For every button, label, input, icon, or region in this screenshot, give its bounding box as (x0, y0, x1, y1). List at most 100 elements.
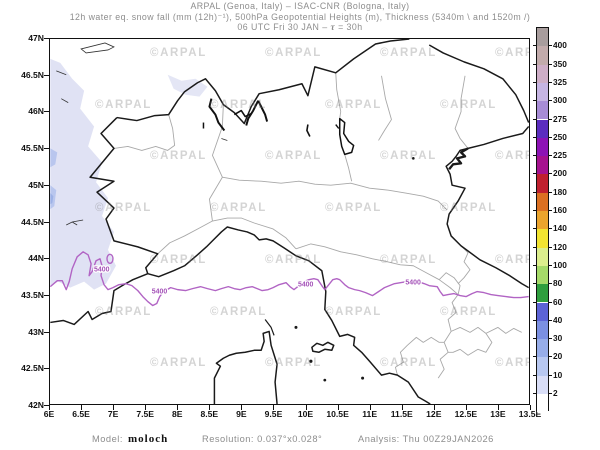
colorbar-tick-left (533, 100, 537, 102)
colorbar-segment (537, 192, 548, 211)
border-france-italy (89, 117, 159, 274)
colorbar-segment (537, 247, 548, 266)
lat-tick-label: 45.5N (21, 143, 44, 154)
forecast-step-text: = 30h (335, 22, 363, 33)
lon-tick-label: 6.5E (72, 409, 90, 419)
colorbar-tick-right (548, 63, 552, 65)
arpal-watermark: ©ARPAL (495, 47, 529, 59)
colorbar-tick-label: 400 (553, 40, 567, 51)
colorbar-tick-right (548, 356, 552, 358)
colorbar-tick-label: 40 (553, 314, 563, 325)
colorbar-tick-label: 2 (553, 388, 558, 398)
colorbar-tick-right (548, 319, 552, 321)
tau-symbol: τ (330, 23, 336, 34)
colorbar-tick-left (533, 210, 537, 211)
lake-lugano (233, 109, 252, 118)
lon-tick-label: 11E (362, 409, 378, 419)
lat-tick-label: 42N (28, 400, 44, 410)
colorbar-tick-label: 30 (553, 333, 563, 344)
colorbar-segment (537, 339, 548, 358)
colorbar-segment (537, 284, 548, 303)
lat-tick-mark (44, 38, 49, 39)
lon-tick-mark (465, 405, 467, 410)
colorbar-tick-label: 350 (553, 58, 567, 69)
arpal-watermark: ©ARPAL (210, 305, 267, 318)
arpal-watermark: ©ARPAL (150, 357, 207, 370)
lon-tick-mark (273, 405, 275, 410)
snowfall-patch-west-alps (50, 58, 116, 290)
colorbar-tick-label: 140 (553, 223, 567, 234)
lon-tick-label: 9.5E (264, 409, 283, 419)
lat-tick-mark (44, 111, 49, 113)
colorbar-tick-label: 160 (553, 205, 567, 215)
snowfall-patch-north (167, 74, 208, 97)
lat-tick-label: 43.5N (21, 289, 44, 300)
lon-tick-mark (530, 405, 531, 410)
map-svg: 5400 5400 5400 5400 (50, 39, 529, 404)
lon-tick-label: 13.5E (518, 409, 542, 419)
colorbar-tick-right (548, 246, 552, 248)
colorbar-tick-label: 225 (553, 150, 567, 161)
title-line2: 12h water eq. snow fall (mm (12h)⁻¹), 50… (69, 11, 531, 22)
colorbar-tick-left (533, 81, 537, 83)
title-block: ARPAL (Genoa, Italy) – ISAC-CNR (Bologna… (0, 1, 600, 34)
lat-tick-label: 45N (28, 179, 44, 190)
lon-tick-label: 10.5E (326, 409, 349, 419)
arpal-watermark: ©ARPAL (380, 357, 437, 370)
arpal-watermark: ©ARPAL (325, 98, 382, 111)
colorbar-segment (537, 265, 548, 285)
lon-tick-mark (401, 405, 403, 410)
colorbar-tick-label: 60 (553, 296, 563, 307)
colorbar-tick-right (548, 45, 552, 47)
arpal-watermark: ©ARPAL (150, 253, 207, 266)
colorbar-segment (537, 394, 548, 413)
colorbar-tick-right (548, 191, 552, 193)
colorbar-tick-left (533, 356, 537, 358)
arpal-watermark: ©ARPAL (265, 357, 322, 370)
contour-label-1: 5400 (94, 267, 110, 274)
lon-tick-mark (145, 405, 147, 410)
border-switzerland-austria (116, 39, 410, 125)
colorbar-tick-left (533, 45, 537, 47)
colorbar-segment (537, 174, 548, 193)
colorbar-tick-left (533, 319, 537, 321)
lat-tick-mark (44, 294, 49, 296)
colorbar-tick-label: 300 (553, 95, 567, 106)
colorbar-segment (537, 156, 548, 175)
lon-tick-label: 6E (43, 409, 55, 419)
lon-tick-mark (337, 405, 339, 410)
colorbar-tick-right (548, 210, 552, 211)
colorbar-tick-left (533, 191, 537, 193)
arpal-watermark: ©ARPAL (440, 98, 497, 111)
colorbar-tick-left (533, 374, 537, 376)
colorbar-tick-left (533, 136, 537, 138)
lat-tick-label: 47N (28, 33, 44, 43)
colorbar-segment (537, 119, 548, 138)
lon-tick-label: 12E (426, 409, 442, 419)
map-frame: 5400 5400 5400 5400 ©ARPAL ©ARPAL ©ARPAL ©A… (49, 38, 530, 405)
lon-tick-label: 11.5E (390, 409, 413, 419)
colorbar-tick-label: 120 (553, 241, 567, 252)
title-line3: 06 UTC Fri 30 JAN – τ = 30h (0, 22, 600, 34)
colorbar-tick-right (548, 283, 552, 285)
lake-iseo (306, 124, 311, 137)
colorbar-tick-label: 20 (553, 351, 563, 362)
colorbar-tick-label: 275 (553, 113, 567, 124)
colorbar-tick-label: 325 (553, 76, 567, 87)
colorbar-tick-left (533, 264, 537, 266)
colorbar-tick-right (548, 393, 552, 394)
colorbar-segment (537, 320, 548, 340)
contour-label-3: 5400 (298, 282, 314, 289)
coastline-adriatic (445, 126, 529, 289)
lat-tick-label: 43N (28, 326, 44, 337)
colorbar-tick-left (533, 393, 537, 394)
colorbar-tick-label: 180 (553, 186, 567, 197)
venice-lagoon (448, 147, 469, 171)
lon-tick-mark (305, 405, 307, 410)
colorbar-tick-right (548, 100, 552, 102)
lake-idro (335, 124, 340, 129)
lat-tick-label: 44.5N (21, 216, 44, 227)
lon-tick-label: 12.5E (454, 409, 478, 419)
arpal-watermark: ©ARPAL (95, 202, 152, 215)
